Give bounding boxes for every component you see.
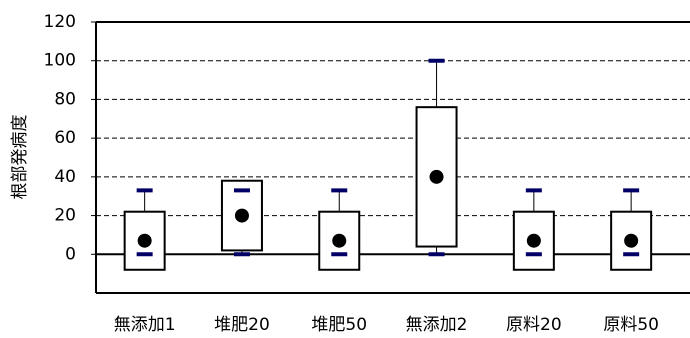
x-tick-label: 原料50 — [603, 315, 659, 335]
y-tick-label: 100 — [44, 51, 76, 71]
mean-dot — [624, 233, 639, 248]
y-tick-label: 0 — [65, 244, 76, 264]
mean-dot — [332, 233, 347, 248]
mean-dot — [137, 233, 152, 248]
y-tick-label: 80 — [54, 89, 76, 109]
y-tick-label: 20 — [54, 206, 76, 226]
y-axis-title: 根部発病度 — [10, 115, 30, 200]
x-tick-label: 無添加1 — [114, 315, 176, 335]
x-tick-label: 無添加2 — [406, 315, 468, 335]
y-tick-label: 60 — [54, 128, 76, 148]
y-tick-label: 40 — [54, 167, 76, 187]
mean-dot — [429, 169, 444, 184]
mean-dot — [234, 208, 249, 223]
x-tick-label: 堆肥50 — [311, 315, 367, 335]
y-tick-label: 120 — [44, 12, 76, 32]
x-tick-label: 原料20 — [506, 315, 562, 335]
x-tick-label: 堆肥20 — [214, 315, 270, 335]
mean-dot — [526, 233, 541, 248]
